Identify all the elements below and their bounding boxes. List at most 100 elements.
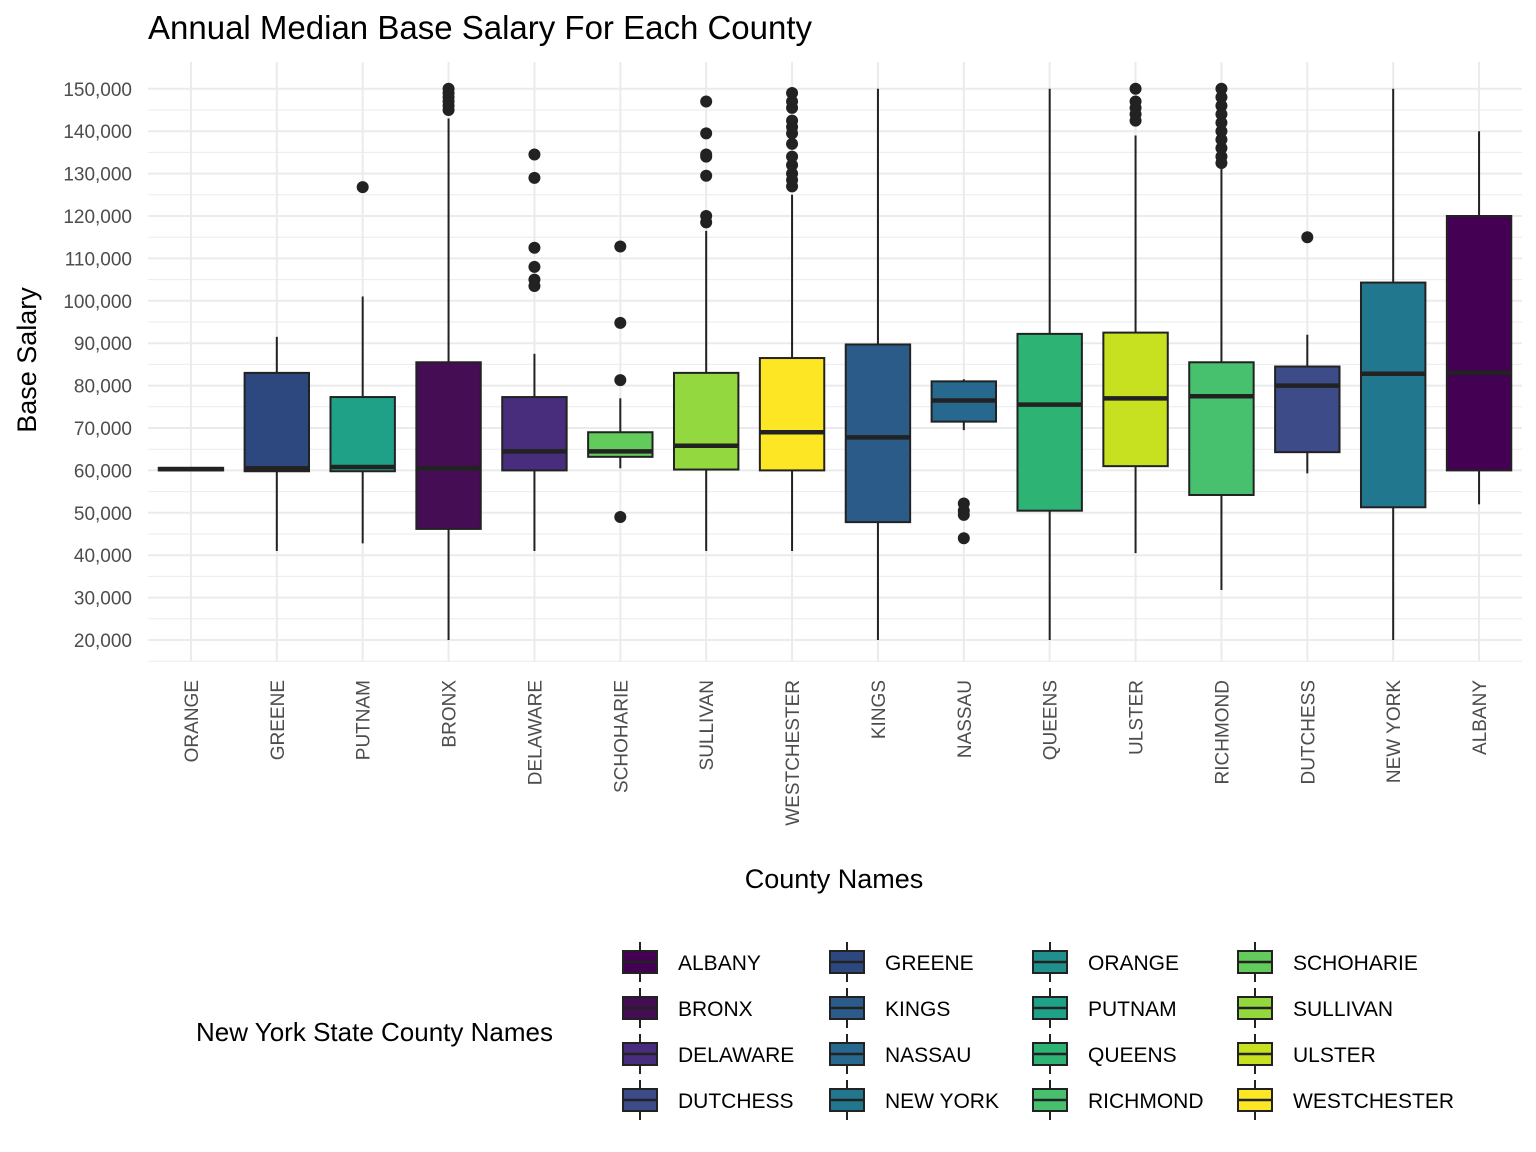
y-tick-label: 110,000 <box>65 249 132 270</box>
legend-item-westchester: WESTCHESTER <box>1237 1080 1454 1120</box>
outlier-point <box>1215 99 1228 112</box>
box-kings <box>844 88 912 640</box>
outlier-point <box>614 316 627 329</box>
box-new-york <box>1359 88 1427 640</box>
y-tick-label: 80,000 <box>74 377 132 398</box>
outlier-point <box>1129 82 1142 95</box>
outlier-point <box>786 159 799 172</box>
legend-item-kings: KINGS <box>829 988 950 1028</box>
box-schoharie <box>587 240 654 524</box>
outlier-point <box>700 169 713 182</box>
legend-label: ALBANY <box>678 952 761 975</box>
iqr-box <box>1445 215 1513 472</box>
legend-item-orange: ORANGE <box>1032 942 1179 982</box>
y-tick-label: 60,000 <box>74 461 132 482</box>
iqr-box <box>1359 281 1427 509</box>
outlier-point <box>1215 108 1228 121</box>
x-tick-label: RICHMOND <box>1212 680 1233 785</box>
outlier-point <box>1215 133 1228 146</box>
legend-label: DELAWARE <box>678 1044 794 1067</box>
outlier-point <box>442 82 455 95</box>
outlier-point <box>700 95 713 108</box>
legend-label: SCHOHARIE <box>1293 952 1418 975</box>
legend-item-dutchess: DUTCHESS <box>622 1080 794 1120</box>
legend-label: NASSAU <box>885 1044 971 1067</box>
legend-item-greene: GREENE <box>829 942 974 982</box>
outlier-point <box>1215 125 1228 138</box>
legend-label: ORANGE <box>1088 952 1179 975</box>
legend-label: KINGS <box>885 998 950 1021</box>
outlier-point <box>957 532 970 545</box>
legend-label: NEW YORK <box>885 1090 999 1113</box>
legend-item-richmond: RICHMOND <box>1032 1080 1204 1120</box>
legend-label: WESTCHESTER <box>1293 1090 1454 1113</box>
outlier-point <box>614 374 627 387</box>
y-tick-label: 70,000 <box>74 419 132 440</box>
box-orange <box>157 466 225 472</box>
x-tick-label: SCHOHARIE <box>611 680 632 793</box>
legend: ALBANY BRONX DELAWARE DUTCHESS GREENE KINGS NA… <box>622 942 1454 1120</box>
x-tick-label: NASSAU <box>955 680 976 758</box>
outlier-point <box>1215 150 1228 163</box>
y-tick-label: 140,000 <box>63 122 132 143</box>
y-tick-label: 150,000 <box>63 80 132 101</box>
y-tick-label: 130,000 <box>63 165 132 186</box>
x-tick-label: SULLIVAN <box>697 680 718 770</box>
y-tick-label: 40,000 <box>74 546 132 567</box>
box-putnam <box>329 181 396 544</box>
box-westchester <box>758 87 826 551</box>
legend-item-ulster: ULSTER <box>1237 1034 1376 1074</box>
outlier-point <box>528 260 541 273</box>
outlier-point <box>528 148 541 161</box>
legend-label: RICHMOND <box>1088 1090 1204 1113</box>
legend-item-bronx: BRONX <box>622 988 753 1028</box>
outlier-point <box>528 171 541 184</box>
x-tick-label: QUEENS <box>1041 680 1062 760</box>
x-tick-label: WESTCHESTER <box>783 680 804 826</box>
legend-label: BRONX <box>678 998 753 1021</box>
box-bronx <box>415 82 482 640</box>
legend-item-sullivan: SULLIVAN <box>1237 988 1393 1028</box>
legend-label: ULSTER <box>1293 1044 1376 1067</box>
outlier-point <box>1215 91 1228 104</box>
chart-title: Annual Median Base Salary For Each Count… <box>148 9 813 46</box>
y-tick-label: 20,000 <box>74 631 132 652</box>
outlier-point <box>700 210 713 222</box>
outlier-point <box>356 181 369 194</box>
outlier-point <box>786 87 799 100</box>
outlier-point <box>786 114 799 127</box>
y-tick-label: 90,000 <box>74 334 132 355</box>
outlier-point <box>614 511 627 524</box>
outlier-point <box>786 137 799 150</box>
box-delaware <box>501 148 568 551</box>
iqr-box <box>501 396 568 472</box>
box-dutchess <box>1274 231 1341 474</box>
x-axis-title: County Names <box>745 864 924 894</box>
x-tick-label: ULSTER <box>1127 680 1148 755</box>
legend-item-new-york: NEW YORK <box>829 1080 999 1120</box>
legend-item-nassau: NASSAU <box>829 1034 971 1074</box>
legend-label: GREENE <box>885 952 974 975</box>
outlier-point <box>1215 116 1228 129</box>
iqr-box <box>329 396 396 473</box>
x-axis-ticks: ORANGE GREENE PUTNAM BRONX DELAWARE SCHOHARIE… <box>182 680 1491 826</box>
x-tick-label: NEW YORK <box>1384 680 1405 783</box>
y-tick-label: 100,000 <box>63 292 132 313</box>
box-series <box>157 82 1513 640</box>
outlier-point <box>957 497 970 510</box>
legend-label: SULLIVAN <box>1293 998 1393 1021</box>
x-tick-label: ALBANY <box>1470 680 1491 755</box>
legend-item-queens: QUEENS <box>1032 1034 1177 1074</box>
legend-label: QUEENS <box>1088 1044 1177 1067</box>
outlier-point <box>786 95 799 108</box>
iqr-box <box>1274 365 1341 454</box>
legend-label: PUTNAM <box>1088 998 1177 1021</box>
x-tick-label: DUTCHESS <box>1298 680 1319 785</box>
legend-title: New York State County Names <box>196 1017 553 1047</box>
outlier-point <box>528 241 541 254</box>
y-axis-title: Base Salary <box>12 287 42 433</box>
x-tick-label: PUTNAM <box>354 680 375 760</box>
x-tick-label: KINGS <box>869 680 890 739</box>
box-greene <box>243 336 311 551</box>
